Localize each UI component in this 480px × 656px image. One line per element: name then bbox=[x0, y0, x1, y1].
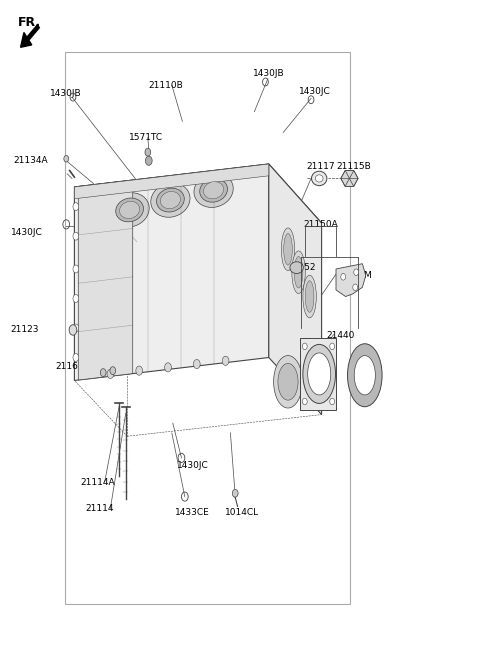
Circle shape bbox=[165, 363, 171, 372]
Ellipse shape bbox=[354, 356, 375, 395]
Circle shape bbox=[302, 343, 307, 350]
Circle shape bbox=[222, 356, 229, 365]
Ellipse shape bbox=[281, 228, 295, 270]
Text: 21114A: 21114A bbox=[81, 478, 115, 487]
Text: 21440: 21440 bbox=[326, 331, 355, 340]
Ellipse shape bbox=[294, 256, 303, 288]
Ellipse shape bbox=[274, 356, 302, 408]
Ellipse shape bbox=[315, 174, 323, 182]
Text: 1014CM: 1014CM bbox=[336, 271, 373, 280]
Ellipse shape bbox=[303, 344, 336, 403]
Polygon shape bbox=[269, 164, 322, 415]
Circle shape bbox=[145, 156, 152, 165]
Circle shape bbox=[354, 269, 359, 276]
Ellipse shape bbox=[200, 178, 228, 202]
Ellipse shape bbox=[151, 183, 190, 217]
Circle shape bbox=[73, 265, 79, 273]
Ellipse shape bbox=[156, 188, 184, 212]
Polygon shape bbox=[349, 178, 358, 186]
Ellipse shape bbox=[110, 193, 149, 227]
Text: 21110B: 21110B bbox=[149, 81, 183, 90]
Circle shape bbox=[100, 369, 106, 377]
Polygon shape bbox=[341, 178, 349, 186]
Text: 21162A: 21162A bbox=[55, 361, 90, 371]
Circle shape bbox=[145, 148, 151, 156]
Circle shape bbox=[330, 398, 335, 405]
Circle shape bbox=[73, 324, 79, 332]
Text: 1430JC: 1430JC bbox=[299, 87, 330, 96]
Text: 1430JB: 1430JB bbox=[253, 69, 285, 78]
Text: 1430JC: 1430JC bbox=[11, 228, 42, 237]
Ellipse shape bbox=[160, 192, 180, 209]
Ellipse shape bbox=[308, 353, 331, 395]
Text: 21123: 21123 bbox=[11, 325, 39, 335]
Polygon shape bbox=[341, 171, 349, 178]
Text: 21150A: 21150A bbox=[303, 220, 338, 229]
Circle shape bbox=[330, 343, 335, 350]
Ellipse shape bbox=[194, 173, 233, 207]
Text: 1430JC: 1430JC bbox=[177, 461, 208, 470]
Circle shape bbox=[64, 155, 69, 162]
Ellipse shape bbox=[312, 171, 327, 186]
Circle shape bbox=[69, 325, 77, 335]
Ellipse shape bbox=[278, 363, 298, 400]
FancyArrow shape bbox=[21, 25, 39, 47]
Polygon shape bbox=[345, 178, 354, 186]
Circle shape bbox=[73, 354, 79, 361]
Text: 21134A: 21134A bbox=[13, 156, 48, 165]
Ellipse shape bbox=[305, 281, 314, 312]
Circle shape bbox=[73, 232, 79, 240]
Circle shape bbox=[136, 366, 143, 375]
Polygon shape bbox=[345, 171, 354, 178]
Circle shape bbox=[107, 369, 114, 379]
Circle shape bbox=[73, 203, 79, 211]
Polygon shape bbox=[349, 171, 358, 178]
Ellipse shape bbox=[204, 182, 224, 199]
Ellipse shape bbox=[292, 251, 305, 294]
Circle shape bbox=[110, 367, 116, 375]
Text: 1433CE: 1433CE bbox=[175, 508, 210, 518]
Ellipse shape bbox=[120, 201, 140, 218]
Text: FR.: FR. bbox=[18, 16, 41, 29]
Polygon shape bbox=[300, 338, 336, 410]
Text: 21443: 21443 bbox=[349, 363, 378, 372]
Polygon shape bbox=[336, 264, 366, 297]
Text: 21152: 21152 bbox=[287, 263, 315, 272]
Ellipse shape bbox=[348, 344, 382, 407]
Bar bbox=[65, 52, 350, 604]
Ellipse shape bbox=[284, 234, 292, 265]
Polygon shape bbox=[74, 164, 322, 243]
Text: 21115B: 21115B bbox=[336, 162, 371, 171]
Polygon shape bbox=[78, 180, 132, 380]
Polygon shape bbox=[74, 164, 269, 199]
Text: 1430JB: 1430JB bbox=[50, 89, 82, 98]
Circle shape bbox=[193, 359, 200, 369]
Text: 1014CL: 1014CL bbox=[225, 508, 259, 518]
Polygon shape bbox=[74, 164, 269, 380]
Circle shape bbox=[341, 274, 346, 280]
Ellipse shape bbox=[116, 198, 144, 222]
Ellipse shape bbox=[290, 262, 303, 274]
Circle shape bbox=[232, 489, 238, 497]
Text: 1571TC: 1571TC bbox=[129, 133, 163, 142]
Ellipse shape bbox=[303, 275, 316, 318]
Circle shape bbox=[302, 398, 307, 405]
Text: 21114: 21114 bbox=[85, 504, 114, 513]
Text: 21117: 21117 bbox=[306, 162, 335, 171]
Circle shape bbox=[353, 284, 358, 291]
Circle shape bbox=[73, 295, 79, 302]
